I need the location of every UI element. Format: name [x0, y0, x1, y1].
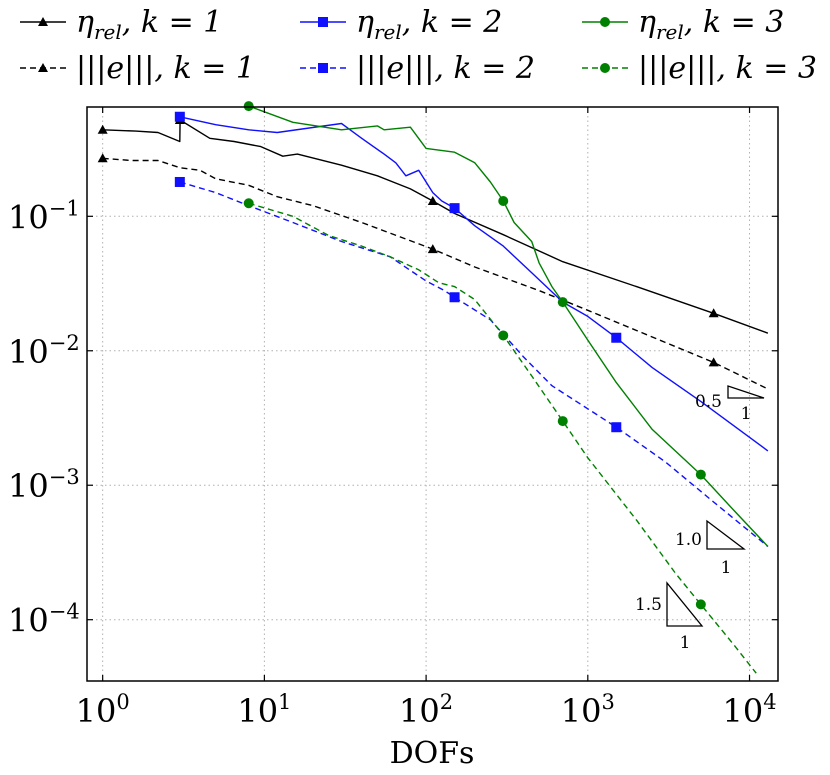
series-1-marker-1: [427, 244, 438, 254]
legend-marker-0: [38, 17, 48, 26]
legend-marker-3: [318, 63, 328, 73]
slope-run-label-1: 1: [721, 558, 732, 578]
slope-label-1: 1.0: [675, 530, 702, 550]
series-0-marker-0: [97, 124, 108, 134]
legend-label-5: |||e|||, k = 3: [638, 51, 817, 86]
series-line-3: [179, 181, 769, 548]
series-3-marker-0: [174, 176, 185, 187]
series-line-5: [248, 202, 757, 674]
series-2-marker-0: [174, 111, 185, 122]
legend-label-3: |||e|||, k = 2: [356, 51, 535, 86]
y-tick-label-2: 10−3: [8, 465, 80, 505]
series-2-marker-2: [611, 332, 622, 343]
legend-marker-1: [38, 63, 48, 72]
legend-label-0: ηrel, k = 1: [76, 5, 222, 44]
x-tick-label-3: 103: [561, 690, 615, 730]
slope-run-label-0: 1: [741, 404, 752, 424]
series-lines: [102, 105, 769, 674]
x-tick-label-2: 102: [399, 690, 453, 730]
x-tick-label-1: 101: [237, 690, 291, 730]
legend-label-4: ηrel, k = 3: [638, 5, 784, 44]
x-tick-label-4: 104: [722, 690, 776, 730]
x-tick-label-0: 100: [76, 690, 130, 730]
series-5-marker-1: [498, 330, 509, 341]
legend-marker-4: [600, 17, 610, 27]
series-4-marker-0: [243, 101, 254, 112]
slope-triangle-0: [727, 385, 765, 399]
legend: ηrel, k = 1 ηrel, k = 2 ηrel, k = 3 |||e|||…: [20, 5, 817, 86]
series-3-marker-2: [611, 422, 622, 433]
series-2-marker-1: [449, 203, 460, 214]
slope-triangle-1: [706, 519, 746, 550]
legend-marker-5: [600, 63, 610, 73]
plot-frame: [86, 106, 779, 682]
series-5-marker-3: [695, 599, 706, 610]
series-line-2: [179, 116, 769, 452]
legend-label-2: ηrel, k = 2: [356, 5, 502, 44]
series-0-marker-3: [708, 308, 719, 318]
series-markers: [97, 101, 719, 610]
series-1-marker-0: [97, 153, 108, 163]
axis-ticks: 100 101 102 103 104 10−1 10−2 10−3 10−4: [8, 107, 778, 730]
y-tick-label-3: 10−4: [8, 600, 80, 640]
grid-lines: [87, 107, 778, 681]
slope-label-2: 1.5: [635, 595, 662, 615]
slope-label-0: 0.5: [695, 392, 722, 412]
series-5-marker-0: [243, 198, 254, 209]
slope-triangles: 0.5 1 1.0 1 1.5 1: [635, 385, 765, 653]
series-4-marker-2: [557, 297, 568, 308]
series-line-1: [102, 157, 769, 390]
series-4-marker-3: [695, 469, 706, 480]
legend-label-1: |||e|||, k = 1: [76, 51, 255, 86]
series-0-marker-2: [427, 195, 438, 205]
series-4-marker-1: [498, 195, 509, 206]
series-line-4: [248, 105, 769, 547]
series-5-marker-2: [557, 416, 568, 427]
slope-run-label-2: 1: [680, 633, 691, 653]
slope-triangle-2: [666, 581, 704, 627]
series-3-marker-1: [449, 292, 460, 303]
series-1-marker-2: [708, 357, 719, 367]
legend-marker-2: [318, 17, 328, 27]
series-line-0: [102, 119, 769, 334]
y-tick-label-0: 10−1: [8, 196, 80, 236]
x-axis-label: DOFs: [390, 736, 475, 771]
y-tick-label-1: 10−2: [8, 331, 80, 371]
